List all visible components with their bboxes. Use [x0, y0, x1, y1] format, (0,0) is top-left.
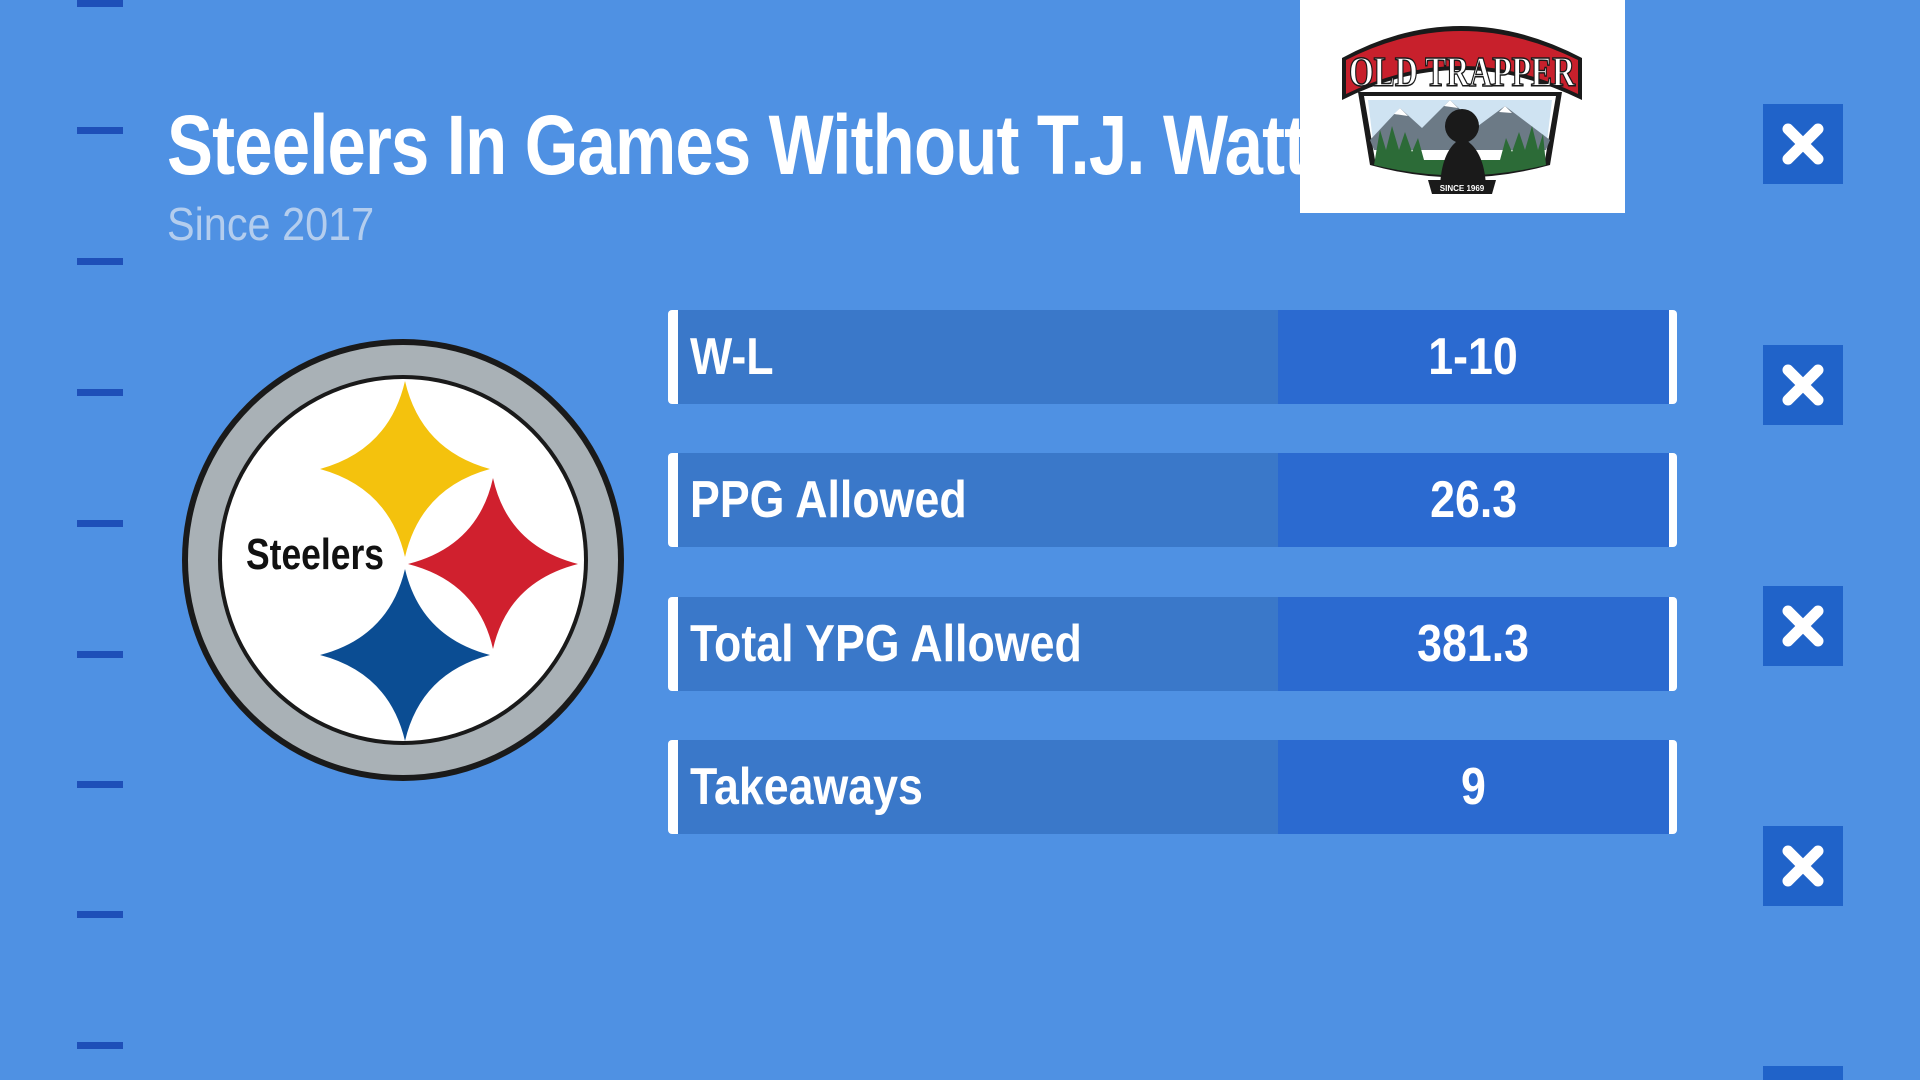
- yard-marker: [77, 127, 123, 134]
- yard-marker: [77, 389, 123, 396]
- stat-label: PPG Allowed: [678, 453, 1278, 547]
- stat-label: Takeaways: [678, 740, 1278, 834]
- x-marker: [1763, 1066, 1843, 1080]
- stat-label: W-L: [678, 310, 1278, 404]
- close-icon: [1782, 845, 1824, 887]
- team-logo: Steelers: [178, 335, 628, 785]
- yard-marker: [77, 258, 123, 265]
- x-marker: [1763, 826, 1843, 906]
- sponsor-tagline: SINCE 1969: [1440, 184, 1485, 193]
- close-icon: [1782, 605, 1824, 647]
- stat-value: 1-10: [1278, 310, 1669, 404]
- stat-value: 26.3: [1278, 453, 1669, 547]
- stat-row-wl: W-L 1-10: [668, 310, 1677, 404]
- page-title: Steelers In Games Without T.J. Watt: [167, 98, 1307, 192]
- stat-row-total-ypg-allowed: Total YPG Allowed 381.3: [668, 597, 1677, 691]
- yard-marker: [77, 520, 123, 527]
- stat-value: 381.3: [1278, 597, 1669, 691]
- stat-label: Total YPG Allowed: [678, 597, 1278, 691]
- close-icon: [1782, 123, 1824, 165]
- sponsor-logo: SINCE 1969 OLD TRAPPER: [1300, 0, 1625, 213]
- stat-value: 9: [1278, 740, 1669, 834]
- yard-marker: [77, 0, 123, 7]
- yard-marker: [77, 911, 123, 918]
- x-marker: [1763, 104, 1843, 184]
- close-icon: [1782, 364, 1824, 406]
- x-marker: [1763, 586, 1843, 666]
- yard-marker: [77, 651, 123, 658]
- blue-star-icon: [320, 569, 490, 741]
- yard-marker: [77, 781, 123, 788]
- page-subtitle: Since 2017: [167, 198, 375, 250]
- red-star-icon: [408, 478, 578, 649]
- team-logo-text: Steelers: [246, 530, 384, 579]
- gold-star-icon: [320, 381, 490, 557]
- old-trapper-logo: SINCE 1969 OLD TRAPPER: [1342, 26, 1582, 194]
- stat-row-takeaways: Takeaways 9: [668, 740, 1677, 834]
- yard-marker: [77, 1042, 123, 1049]
- stat-row-ppg-allowed: PPG Allowed 26.3: [668, 453, 1677, 547]
- sponsor-logo-text: OLD TRAPPER: [1349, 50, 1575, 96]
- x-marker: [1763, 345, 1843, 425]
